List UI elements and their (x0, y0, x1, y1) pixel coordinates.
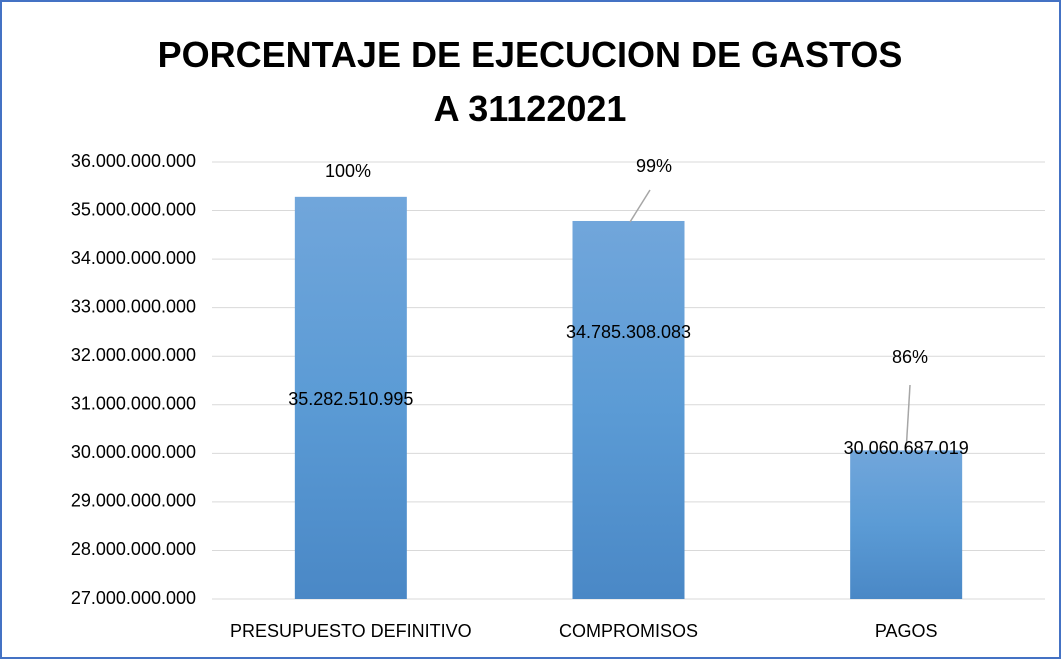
y-tick-label: 28.000.000.000 (71, 539, 196, 559)
data-label: 35.282.510.995 (288, 389, 413, 409)
y-tick-label: 27.000.000.000 (71, 588, 196, 608)
percent-label: 99% (636, 156, 672, 176)
y-tick-label: 31.000.000.000 (71, 394, 196, 414)
y-tick-label: 36.000.000.000 (71, 151, 196, 171)
data-label: 34.785.308.083 (566, 322, 691, 342)
bar (572, 220, 685, 599)
y-tick-label: 33.000.000.000 (71, 296, 196, 316)
data-label: 30.060.687.019 (844, 438, 969, 458)
y-tick-label: 30.000.000.000 (71, 442, 196, 462)
y-tick-label: 35.000.000.000 (71, 199, 196, 219)
bars (294, 196, 963, 599)
y-tick-label: 29.000.000.000 (71, 491, 196, 511)
y-tick-label: 32.000.000.000 (71, 345, 196, 365)
x-tick-label: PRESUPUESTO DEFINITIVO (230, 621, 472, 641)
x-tick-label: COMPROMISOS (559, 621, 698, 641)
percent-label: 86% (892, 347, 928, 367)
x-tick-label: PAGOS (875, 621, 938, 641)
percent-label: 100% (325, 161, 371, 181)
bar (850, 450, 963, 599)
leader-line (905, 384, 911, 453)
y-tick-label: 34.000.000.000 (71, 248, 196, 268)
leader-line (629, 189, 651, 223)
bar (294, 196, 407, 599)
labels: 27.000.000.000 28.000.000.000 29.000.000.0… (71, 151, 969, 641)
chart-title: PORCENTAJE DE EJECUCION DE GASTOS A 3112… (157, 34, 903, 129)
